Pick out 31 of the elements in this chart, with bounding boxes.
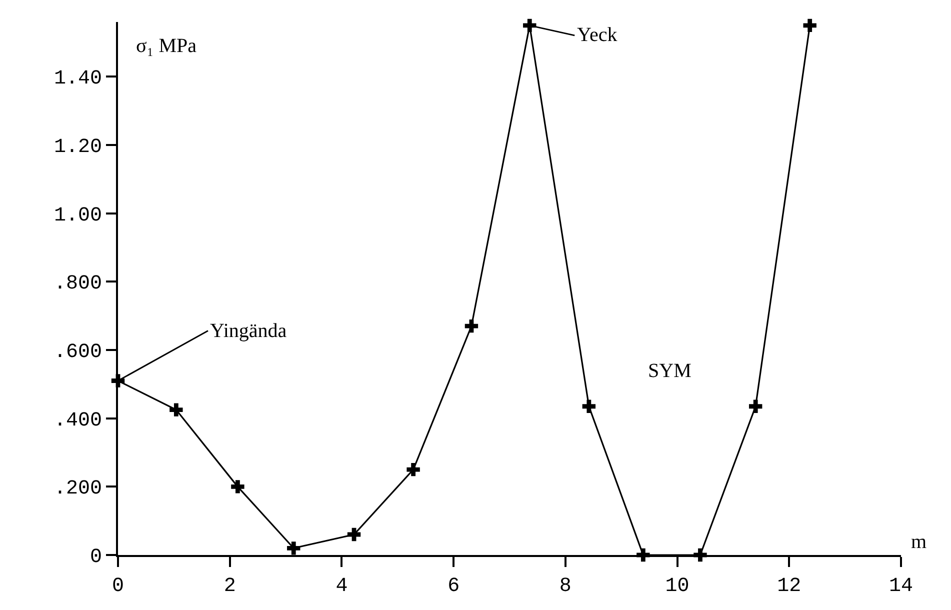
point (347, 528, 361, 542)
y-axis-title: σ₁ MPa (136, 35, 197, 57)
y-tick-label: .600 (54, 341, 102, 364)
annotation: Yeck (577, 24, 618, 46)
point (464, 319, 478, 333)
x-tick-label: 12 (777, 575, 802, 598)
point (406, 462, 420, 476)
y-tick-label: .400 (54, 409, 102, 432)
y-tick-label: .200 (54, 478, 102, 501)
x-tick-label: 6 (448, 575, 460, 598)
x-tick-label: 4 (336, 575, 348, 598)
x-tick-label: 8 (559, 575, 572, 598)
y-tick-label: 0 (90, 546, 102, 569)
y-tick-label: .800 (54, 272, 102, 296)
point (231, 480, 244, 494)
point (582, 400, 596, 413)
point (287, 542, 300, 555)
x-tick-label: 10 (665, 575, 690, 598)
point (170, 403, 183, 416)
x-tick-label: 14 (888, 575, 914, 598)
annotation: SYM (648, 360, 692, 382)
point (803, 18, 816, 32)
x-tick-label: 2 (224, 575, 236, 598)
y-tick-label: 1.20 (54, 136, 102, 159)
point (748, 400, 762, 413)
x-axis-title: m (911, 531, 927, 553)
y-tick-label: 1.00 (54, 204, 102, 228)
point (523, 18, 536, 32)
x-tick-label: 0 (112, 575, 124, 598)
y-tick-label: 1.40 (54, 68, 102, 91)
annotation: Yingända (210, 320, 287, 342)
